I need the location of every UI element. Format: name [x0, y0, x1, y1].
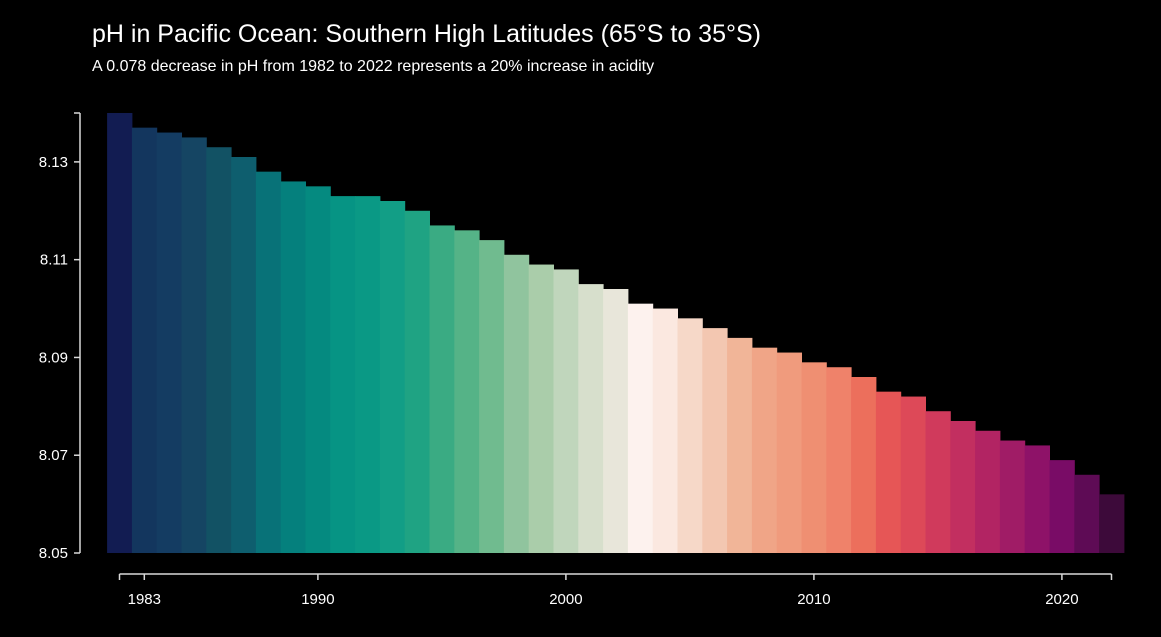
bar-1992 [355, 196, 381, 553]
bar-1985 [181, 137, 207, 553]
y-tick-label: 8.07 [39, 447, 68, 464]
x-tick-label: 1990 [301, 591, 334, 608]
bar-2021 [1074, 474, 1100, 553]
bar-2012 [851, 377, 877, 553]
bar-2019 [1024, 445, 1050, 553]
bar-2020 [1049, 460, 1075, 553]
bar-2007 [727, 337, 753, 553]
bar-2009 [776, 352, 802, 553]
bar-2003 [627, 303, 654, 553]
bar-2014 [900, 396, 926, 553]
bar-2016 [950, 421, 976, 553]
x-tick-label: 2000 [549, 591, 582, 608]
bar-1984 [156, 132, 182, 554]
x-tick-label: 2020 [1045, 591, 1078, 608]
bar-2004 [652, 308, 678, 553]
x-tick-label: 2010 [797, 591, 830, 608]
y-tick-label: 8.13 [39, 154, 68, 171]
bar-1989 [280, 181, 306, 553]
bar-2006 [702, 328, 728, 553]
bar-1987 [231, 157, 257, 553]
bar-2022 [1099, 494, 1125, 553]
bar-2002 [603, 289, 629, 553]
bar-1982 [107, 113, 133, 553]
bar-2018 [999, 440, 1026, 553]
y-tick-label: 8.11 [40, 252, 68, 269]
bar-2011 [826, 367, 852, 553]
y-tick-label: 8.09 [39, 349, 68, 366]
bar-2001 [578, 284, 604, 553]
x-tick-label: 1983 [128, 591, 161, 608]
bar-1988 [255, 171, 282, 553]
bar-1991 [330, 196, 356, 553]
bar-1983 [131, 127, 158, 554]
bar-1997 [479, 240, 505, 553]
bar-2017 [975, 430, 1001, 553]
bar-2000 [553, 269, 579, 553]
bar-1994 [404, 210, 430, 553]
bar-1986 [206, 147, 232, 553]
bar-2008 [751, 347, 778, 553]
bar-1990 [305, 186, 331, 554]
bar-2010 [801, 362, 827, 553]
chart-subtitle: A 0.078 decrease in pH from 1982 to 2022… [92, 58, 655, 75]
bar-1993 [379, 201, 406, 553]
bar-2015 [925, 411, 951, 553]
bar-1999 [528, 264, 554, 553]
y-tick-label: 8.05 [39, 545, 68, 562]
bar-2005 [677, 318, 703, 553]
chart-title: pH in Pacific Ocean: Southern High Latit… [92, 20, 761, 48]
bar-1996 [454, 230, 480, 554]
bar-1995 [429, 225, 455, 553]
bar-2013 [875, 391, 902, 553]
bar-1998 [503, 254, 530, 553]
